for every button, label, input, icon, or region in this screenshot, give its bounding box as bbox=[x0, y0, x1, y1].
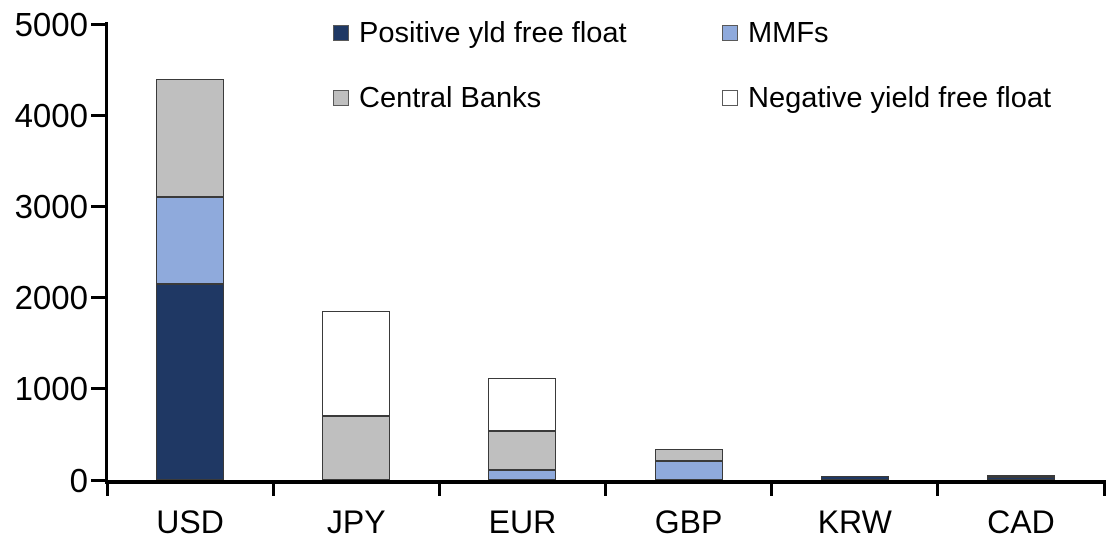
bar-segment-krw-0 bbox=[820, 475, 889, 480]
bar-segment-jpy-3 bbox=[322, 311, 391, 417]
y-tick-mark bbox=[91, 204, 105, 208]
category-label-krw: KRW bbox=[817, 504, 892, 540]
category-label-cad: CAD bbox=[987, 504, 1055, 540]
legend-swatch-icon bbox=[333, 90, 349, 106]
y-tick-label: 3000 bbox=[14, 187, 88, 225]
legend-item-3: Negative yield free float bbox=[722, 80, 1051, 116]
category-label-usd: USD bbox=[156, 504, 224, 540]
legend-item-0: Positive yld free float bbox=[333, 15, 627, 51]
y-tick-mark bbox=[91, 113, 105, 117]
category-label-jpy: JPY bbox=[326, 504, 386, 540]
legend-label: MMFs bbox=[748, 17, 829, 49]
y-tick-label: 4000 bbox=[14, 96, 88, 134]
y-tick-mark bbox=[91, 478, 105, 482]
bar-segment-usd-0 bbox=[156, 283, 225, 480]
legend-item-2: Central Banks bbox=[333, 80, 541, 116]
bar-segment-cad-0 bbox=[986, 477, 1055, 480]
legend-swatch-icon bbox=[333, 25, 349, 41]
bar-segment-eur-1 bbox=[488, 469, 557, 480]
x-tick-mark bbox=[1102, 480, 1106, 496]
y-tick-label: 2000 bbox=[14, 279, 88, 317]
y-axis-line bbox=[104, 22, 108, 484]
bar-segment-jpy-2 bbox=[322, 416, 391, 480]
y-tick-label: 0 bbox=[69, 461, 88, 499]
bar-segment-usd-1 bbox=[156, 197, 225, 284]
bar-segment-gbp-2 bbox=[654, 448, 723, 461]
bar-segment-cad-2 bbox=[986, 474, 1055, 478]
bar-segment-usd-2 bbox=[156, 78, 225, 198]
x-tick-mark bbox=[604, 480, 607, 496]
category-label-eur: EUR bbox=[488, 504, 557, 540]
legend-label: Positive yld free float bbox=[359, 17, 627, 49]
category-label-gbp: GBP bbox=[654, 504, 723, 540]
y-tick-label: 5000 bbox=[14, 5, 88, 43]
x-tick-mark bbox=[936, 480, 940, 496]
x-tick-mark bbox=[770, 480, 774, 496]
x-tick-mark bbox=[105, 480, 109, 496]
bar-segment-eur-2 bbox=[488, 430, 557, 470]
y-tick-label: 1000 bbox=[14, 370, 88, 408]
legend-label: Central Banks bbox=[359, 82, 542, 114]
y-tick-mark bbox=[91, 296, 105, 300]
y-tick-mark bbox=[91, 22, 105, 26]
x-tick-mark bbox=[271, 480, 275, 496]
legend-label: Negative yield free float bbox=[748, 82, 1052, 114]
legend-item-1: MMFs bbox=[722, 15, 829, 51]
y-tick-mark bbox=[91, 387, 105, 391]
x-tick-mark bbox=[437, 480, 441, 496]
legend-swatch-icon bbox=[722, 90, 738, 106]
bar-segment-eur-3 bbox=[488, 377, 557, 431]
bar-segment-gbp-1 bbox=[654, 460, 723, 480]
legend-swatch-icon bbox=[722, 25, 738, 41]
